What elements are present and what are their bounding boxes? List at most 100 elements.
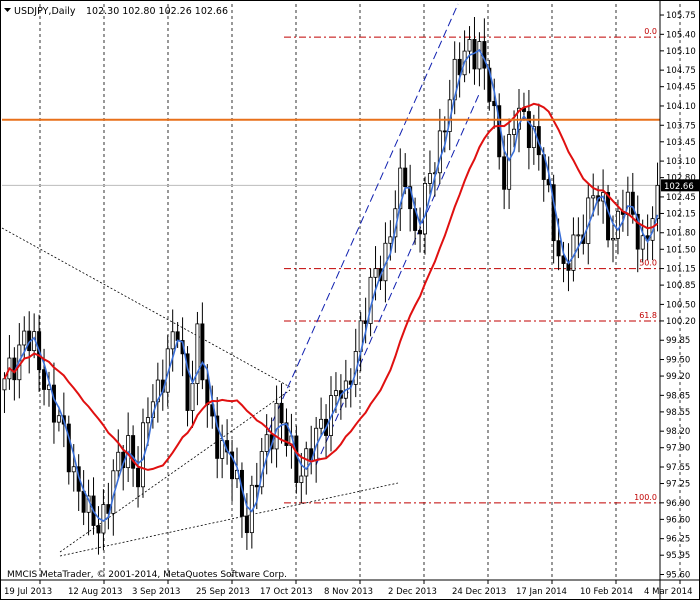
y-tick-label: 97.90: [666, 444, 690, 454]
candle-body: [467, 39, 472, 52]
channel-upper-line: [267, 3, 459, 433]
y-tick-label: 102.80: [666, 174, 696, 184]
candle-body: [333, 390, 338, 397]
y-tick-label: 99.85: [666, 336, 690, 346]
fib-label: 61.8: [639, 311, 657, 320]
copyright-text: MMCIS MetaTrader, © 2001-2014, MetaQuote…: [7, 570, 287, 580]
y-tick-label: 98.55: [666, 408, 690, 418]
support-line: [59, 482, 399, 557]
candle-body: [230, 451, 235, 480]
triangle-lower-line: [59, 389, 291, 553]
y-tick-label: 98.85: [666, 391, 690, 401]
triangle-down-icon[interactable]: [4, 8, 11, 12]
current-price-label: 102.66: [664, 182, 694, 192]
candle-body: [2, 378, 7, 391]
candle-body: [437, 130, 442, 174]
x-tick-label: 19 Jul 2013: [4, 587, 52, 597]
candle-body: [101, 504, 106, 534]
y-tick-label: 104.45: [666, 83, 696, 93]
candle-body: [512, 128, 517, 135]
candle-body: [482, 41, 487, 69]
y-tick-label: 102.45: [666, 193, 696, 203]
candle-body: [517, 107, 522, 130]
y-tick-label: 99.50: [666, 356, 690, 366]
moving-averages: [3, 48, 659, 522]
candle-body: [56, 415, 61, 423]
candle-body: [556, 240, 561, 257]
candle-body: [264, 434, 269, 452]
y-tick-label: 95.95: [666, 551, 690, 561]
x-tick-label: 25 Sep 2013: [196, 587, 250, 597]
y-tick-label: 104.10: [666, 102, 696, 112]
candle-body: [531, 126, 536, 149]
candle-body: [284, 422, 289, 446]
candle-body: [71, 466, 76, 473]
candle-body: [561, 255, 566, 264]
y-tick-label: 103.45: [666, 138, 696, 148]
y-tick-label: 99.20: [666, 372, 690, 382]
y-tick-label: 95.60: [666, 570, 690, 580]
slow-ma-line: [3, 102, 659, 471]
x-tick-label: 4 Mar 2014: [644, 587, 692, 597]
candle-body: [640, 235, 645, 250]
y-tick-label: 101.15: [666, 265, 696, 275]
y-tick-label: 105.75: [666, 11, 696, 21]
candle-body: [200, 323, 205, 381]
x-tick-label: 17 Oct 2013: [260, 587, 313, 597]
fib-label: 100.0: [634, 493, 657, 502]
candle-body: [220, 440, 225, 459]
candle-body: [655, 184, 660, 220]
candle-body: [279, 402, 284, 424]
candle-body: [96, 525, 101, 534]
candle-body: [388, 236, 393, 244]
candle-body: [136, 467, 141, 488]
y-tick-label: 101.50: [666, 245, 696, 255]
x-tick-label: 17 Jan 2014: [516, 587, 567, 597]
channel-lower-line: [315, 91, 481, 466]
candle-body: [131, 435, 136, 469]
trend-lines: [1, 3, 481, 557]
candle-body: [576, 234, 581, 237]
candle-body: [319, 418, 324, 429]
candle-body: [175, 331, 180, 341]
fast-ma-line: [3, 48, 659, 522]
candle-body: [244, 515, 249, 534]
y-tick-label: 97.25: [666, 480, 690, 490]
y-tick-label: 97.55: [666, 463, 690, 473]
candle-body: [507, 134, 512, 190]
candle-body: [477, 41, 482, 70]
candle-body: [254, 484, 259, 488]
y-tick-label: 96.60: [666, 515, 690, 525]
candle-body: [185, 353, 190, 411]
candle-body: [606, 192, 611, 241]
candle-body: [611, 238, 616, 241]
candle-body: [22, 330, 27, 346]
y-tick-label: 98.20: [666, 427, 690, 437]
candle-body: [403, 167, 408, 188]
y-tick-label: 103.75: [666, 121, 696, 131]
candle-body: [51, 384, 56, 423]
candle-body: [42, 369, 47, 390]
x-tick-label: 12 Aug 2013: [68, 587, 122, 597]
candle-body: [274, 402, 279, 450]
x-tick-label: 24 Dec 2013: [452, 587, 506, 597]
candle-body: [304, 448, 309, 477]
candle-body: [205, 379, 210, 406]
chart-header: USDJPY,Daily 102.30 102.80 102.26 102.66: [4, 6, 228, 17]
y-tick-label: 96.25: [666, 535, 690, 545]
candle-body: [373, 268, 378, 278]
triangle-upper-line: [1, 227, 291, 388]
y-tick-label: 105.10: [666, 47, 696, 57]
x-tick-label: 2 Dec 2013: [388, 587, 437, 597]
x-tick-label: 10 Feb 2014: [580, 587, 633, 597]
x-tick-label: 8 Nov 2013: [324, 587, 373, 597]
candle-body: [215, 415, 220, 459]
candle-body: [170, 331, 175, 350]
y-tick-label: 103.10: [666, 157, 696, 167]
candle-body: [615, 210, 620, 239]
candle-body: [299, 475, 304, 483]
candle-body: [487, 67, 492, 102]
y-tick-label: 102.15: [666, 209, 696, 219]
symbol-label: USDJPY,Daily: [14, 6, 76, 17]
